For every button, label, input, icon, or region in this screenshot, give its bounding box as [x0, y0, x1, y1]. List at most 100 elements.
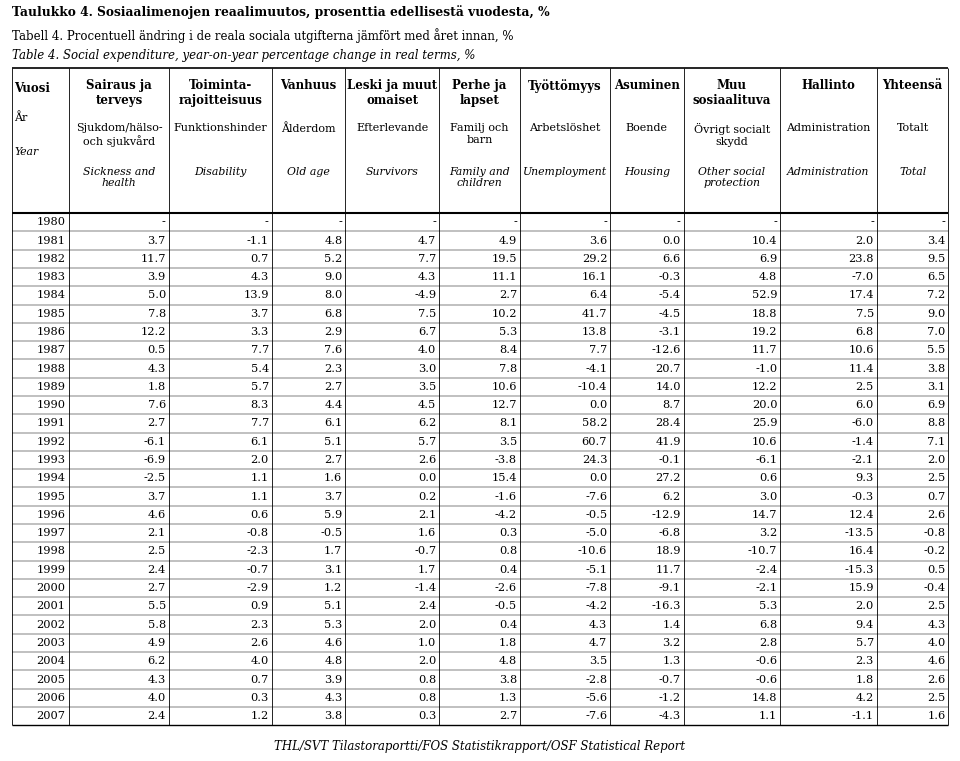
Text: 8.4: 8.4: [499, 345, 517, 355]
Text: 7.7: 7.7: [251, 419, 269, 428]
Text: 2.0: 2.0: [418, 619, 436, 629]
Text: 5.2: 5.2: [324, 254, 343, 264]
Text: Totalt: Totalt: [897, 123, 928, 133]
Text: 16.1: 16.1: [582, 272, 608, 282]
Text: 0.0: 0.0: [589, 473, 608, 483]
Text: Housing: Housing: [624, 167, 670, 177]
Text: 2.5: 2.5: [927, 601, 946, 611]
Text: 0.0: 0.0: [418, 473, 436, 483]
Text: 18.9: 18.9: [656, 546, 681, 556]
Text: 3.8: 3.8: [499, 674, 517, 684]
Text: -2.1: -2.1: [756, 583, 778, 593]
Text: 0.4: 0.4: [499, 619, 517, 629]
Text: 0.8: 0.8: [418, 674, 436, 684]
Text: -6.1: -6.1: [756, 455, 778, 465]
Text: 4.3: 4.3: [418, 272, 436, 282]
Text: 4.7: 4.7: [589, 638, 608, 648]
Text: 2.4: 2.4: [418, 601, 436, 611]
Text: 5.7: 5.7: [855, 638, 874, 648]
Text: 9.4: 9.4: [855, 619, 874, 629]
Text: 4.0: 4.0: [251, 656, 269, 666]
Text: -4.5: -4.5: [659, 309, 681, 319]
Text: 1.8: 1.8: [855, 674, 874, 684]
Text: 2.3: 2.3: [324, 364, 343, 374]
Text: 9.0: 9.0: [324, 272, 343, 282]
Text: -0.5: -0.5: [495, 601, 517, 611]
Text: 1.3: 1.3: [499, 693, 517, 703]
Text: 4.0: 4.0: [148, 693, 166, 703]
Text: 0.7: 0.7: [251, 254, 269, 264]
Text: Asuminen: Asuminen: [614, 79, 680, 92]
Text: Arbetslöshet: Arbetslöshet: [529, 123, 601, 133]
Text: -7.6: -7.6: [585, 492, 608, 501]
Text: 5.3: 5.3: [324, 619, 343, 629]
Text: -10.6: -10.6: [578, 546, 608, 556]
Text: 1986: 1986: [36, 327, 65, 337]
Text: 1994: 1994: [36, 473, 65, 483]
Text: -3.1: -3.1: [659, 327, 681, 337]
Text: -0.2: -0.2: [924, 546, 946, 556]
Text: Taulukko 4. Sosiaalimenojen reaalimuutos, prosenttia edellisestä vuodesta, %: Taulukko 4. Sosiaalimenojen reaalimuutos…: [12, 5, 549, 19]
Text: 1989: 1989: [36, 382, 65, 392]
Text: 5.7: 5.7: [251, 382, 269, 392]
Text: 4.6: 4.6: [148, 510, 166, 520]
Text: Sairaus ja
terveys: Sairaus ja terveys: [86, 79, 152, 107]
Text: -0.3: -0.3: [852, 492, 874, 501]
Text: -0.7: -0.7: [414, 546, 436, 556]
Text: 3.8: 3.8: [927, 364, 946, 374]
Text: -12.6: -12.6: [652, 345, 681, 355]
Text: Other social
protection: Other social protection: [698, 167, 765, 188]
Text: -13.5: -13.5: [845, 528, 874, 538]
Text: -0.1: -0.1: [659, 455, 681, 465]
Text: 6.1: 6.1: [324, 419, 343, 428]
Text: 2.0: 2.0: [855, 601, 874, 611]
Text: Övrigt socialt
skydd: Övrigt socialt skydd: [694, 123, 770, 147]
Text: 2.9: 2.9: [324, 327, 343, 337]
Text: 3.9: 3.9: [324, 674, 343, 684]
Text: 1985: 1985: [36, 309, 65, 319]
Text: 2.7: 2.7: [499, 291, 517, 301]
Text: 12.2: 12.2: [752, 382, 778, 392]
Text: 1997: 1997: [36, 528, 65, 538]
Text: 27.2: 27.2: [656, 473, 681, 483]
Text: Unemployment: Unemployment: [523, 167, 607, 177]
Text: 2.4: 2.4: [148, 565, 166, 575]
Text: -2.1: -2.1: [852, 455, 874, 465]
Text: 5.3: 5.3: [499, 327, 517, 337]
Text: 1998: 1998: [36, 546, 65, 556]
Text: 1.1: 1.1: [759, 711, 778, 721]
Text: 4.0: 4.0: [927, 638, 946, 648]
Text: 4.3: 4.3: [148, 674, 166, 684]
Text: 11.4: 11.4: [849, 364, 874, 374]
Text: 0.7: 0.7: [927, 492, 946, 501]
Text: 17.4: 17.4: [849, 291, 874, 301]
Text: -2.4: -2.4: [756, 565, 778, 575]
Text: 1996: 1996: [36, 510, 65, 520]
Text: 41.7: 41.7: [582, 309, 608, 319]
Text: 10.6: 10.6: [752, 437, 778, 447]
Text: -0.6: -0.6: [756, 674, 778, 684]
Text: -0.4: -0.4: [924, 583, 946, 593]
Text: 8.0: 8.0: [324, 291, 343, 301]
Text: Year: Year: [14, 147, 38, 157]
Text: 3.1: 3.1: [927, 382, 946, 392]
Text: 19.2: 19.2: [752, 327, 778, 337]
Text: 1.7: 1.7: [418, 565, 436, 575]
Text: -: -: [942, 217, 946, 228]
Text: 6.9: 6.9: [759, 254, 778, 264]
Text: 10.6: 10.6: [492, 382, 517, 392]
Text: -6.8: -6.8: [659, 528, 681, 538]
Text: 4.3: 4.3: [927, 619, 946, 629]
Text: 7.6: 7.6: [148, 400, 166, 410]
Text: 0.3: 0.3: [418, 711, 436, 721]
Text: 7.2: 7.2: [927, 291, 946, 301]
Text: 5.0: 5.0: [148, 291, 166, 301]
Text: Boende: Boende: [626, 123, 668, 133]
Text: 7.7: 7.7: [589, 345, 608, 355]
Text: 6.8: 6.8: [759, 619, 778, 629]
Text: 4.0: 4.0: [418, 345, 436, 355]
Text: 58.2: 58.2: [582, 419, 608, 428]
Text: -0.5: -0.5: [321, 528, 343, 538]
Text: 8.1: 8.1: [499, 419, 517, 428]
Text: -: -: [514, 217, 517, 228]
